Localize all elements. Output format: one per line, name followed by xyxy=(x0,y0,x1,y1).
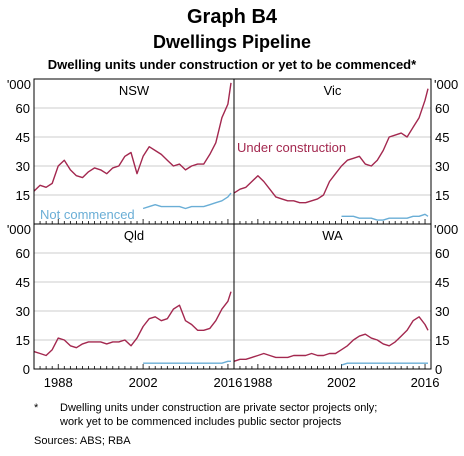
y-tick-label-left: 15 xyxy=(16,333,30,348)
x-tick-label: 2002 xyxy=(129,375,158,390)
chart-description: Dwelling units under construction or yet… xyxy=(47,57,417,72)
y-tick-label-left: 45 xyxy=(16,130,30,145)
y-tick-label-right: 30 xyxy=(435,159,449,174)
not-commenced-label: Not commenced xyxy=(40,207,135,222)
qld-under-construction-line xyxy=(33,291,232,357)
y-tick-label-right: 15 xyxy=(435,188,449,203)
y-tick-label-left: 60 xyxy=(16,246,30,261)
x-tick-label: 2002 xyxy=(327,375,356,390)
under-construction-label: Under construction xyxy=(237,140,346,155)
y-units-label-right: '000 xyxy=(434,77,458,92)
x-tick-label: 2016 xyxy=(213,375,242,390)
wa-not-commenced-line xyxy=(341,362,428,366)
graph-number: Graph B4 xyxy=(186,6,278,28)
chart-title: Dwellings Pipeline xyxy=(152,32,312,52)
y-units-label-left: '000 xyxy=(7,222,31,237)
x-tick-label: 1988 xyxy=(44,375,73,390)
nsw-under-construction-line xyxy=(33,82,232,192)
vic-not-commenced-line xyxy=(341,213,429,221)
y-tick-label-left: 60 xyxy=(16,101,30,116)
y-tick-label-right: 60 xyxy=(435,246,449,261)
vic-under-construction-line xyxy=(233,88,429,204)
footnote-line-1: Dwelling units under construction are pr… xyxy=(60,402,378,414)
y-tick-label-right: 45 xyxy=(435,130,449,145)
y-tick-label-left: 15 xyxy=(16,188,30,203)
footnote-line-2: work yet to be commenced includes public… xyxy=(60,416,342,428)
y-tick-label-left: 30 xyxy=(16,159,30,174)
y-tick-label-right: 15 xyxy=(435,333,449,348)
nsw-not-commenced-line xyxy=(142,192,232,210)
footnote-marker: * xyxy=(34,402,39,414)
nsw-panel-title: NSW xyxy=(119,83,150,98)
qld-not-commenced-line xyxy=(143,360,231,364)
y-units-label-right: '000 xyxy=(434,222,458,237)
y-tick-label-right: 45 xyxy=(435,275,449,290)
y-tick-label-left: 0 xyxy=(23,362,30,377)
x-tick-label: 2016 xyxy=(411,375,440,390)
wa-panel-title: WA xyxy=(322,228,343,243)
y-tick-label-left: 30 xyxy=(16,304,30,319)
y-tick-label-right: 30 xyxy=(435,304,449,319)
sources: Sources: ABS; RBA xyxy=(34,435,131,447)
y-units-label-left: '000 xyxy=(7,77,31,92)
x-tick-label: 1988 xyxy=(243,375,272,390)
y-tick-label-right: 0 xyxy=(435,362,442,377)
vic-panel-title: Vic xyxy=(324,83,342,98)
wa-under-construction-line xyxy=(233,316,429,362)
y-tick-label-right: 60 xyxy=(435,101,449,116)
qld-panel-title: Qld xyxy=(124,228,144,243)
y-tick-label-left: 45 xyxy=(16,275,30,290)
